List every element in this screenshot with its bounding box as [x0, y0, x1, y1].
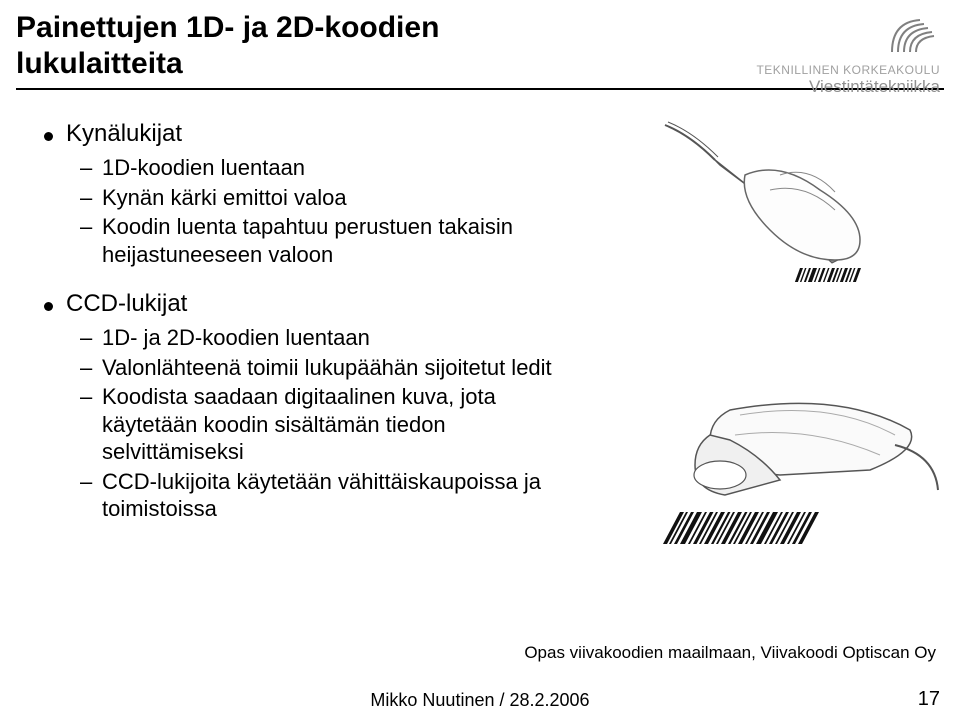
sub-list: 1D- ja 2D-koodien luentaan Valonlähteenä… [80, 324, 576, 523]
header-logo: TEKNILLINEN KORKEAKOULU Viestintätekniik… [756, 12, 940, 97]
sub-list: 1D-koodien luentaan Kynän kärki emittoi … [80, 154, 576, 268]
footer-text: Mikko Nuutinen / 28.2.2006 [0, 690, 960, 711]
sub-item: Kynän kärki emittoi valoa [80, 184, 576, 212]
sub-item: Koodista saadaan digitaalinen kuva, jota… [80, 383, 576, 466]
sub-item: Valonlähteenä toimii lukupäähän sijoitet… [80, 354, 576, 382]
page-number: 17 [918, 688, 940, 711]
logo-label-2: Viestintätekniikka [756, 77, 940, 97]
page-title: Painettujen 1D- ja 2D-koodien lukulaitte… [16, 10, 439, 82]
sub-item: 1D-koodien luentaan [80, 154, 576, 182]
logo-label-1: TEKNILLINEN KORKEAKOULU [756, 63, 940, 77]
image-credit: Opas viivakoodien maailmaan, Viivakoodi … [524, 643, 936, 663]
sub-item: Koodin luenta tapahtuu perustuen takaisi… [80, 213, 576, 268]
bullet-label: Kynälukijat [36, 120, 576, 148]
bullet-label: CCD-lukijat [36, 290, 576, 318]
logo-wave-icon [880, 12, 940, 56]
title-line-1: Painettujen 1D- ja 2D-koodien [16, 11, 439, 44]
list-item: Kynälukijat 1D-koodien luentaan Kynän kä… [36, 120, 576, 268]
pen-scanner-illustration [660, 120, 920, 290]
list-item: CCD-lukijat 1D- ja 2D-koodien luentaan V… [36, 290, 576, 523]
bullet-list: Kynälukijat 1D-koodien luentaan Kynän kä… [36, 120, 576, 523]
title-line-2: lukulaitteita [16, 47, 183, 80]
sub-item: CCD-lukijoita käytetään vähittäiskaupois… [80, 468, 576, 523]
main-content: Kynälukijat 1D-koodien luentaan Kynän kä… [36, 120, 576, 545]
ccd-scanner-illustration [640, 380, 940, 560]
sub-item: 1D- ja 2D-koodien luentaan [80, 324, 576, 352]
